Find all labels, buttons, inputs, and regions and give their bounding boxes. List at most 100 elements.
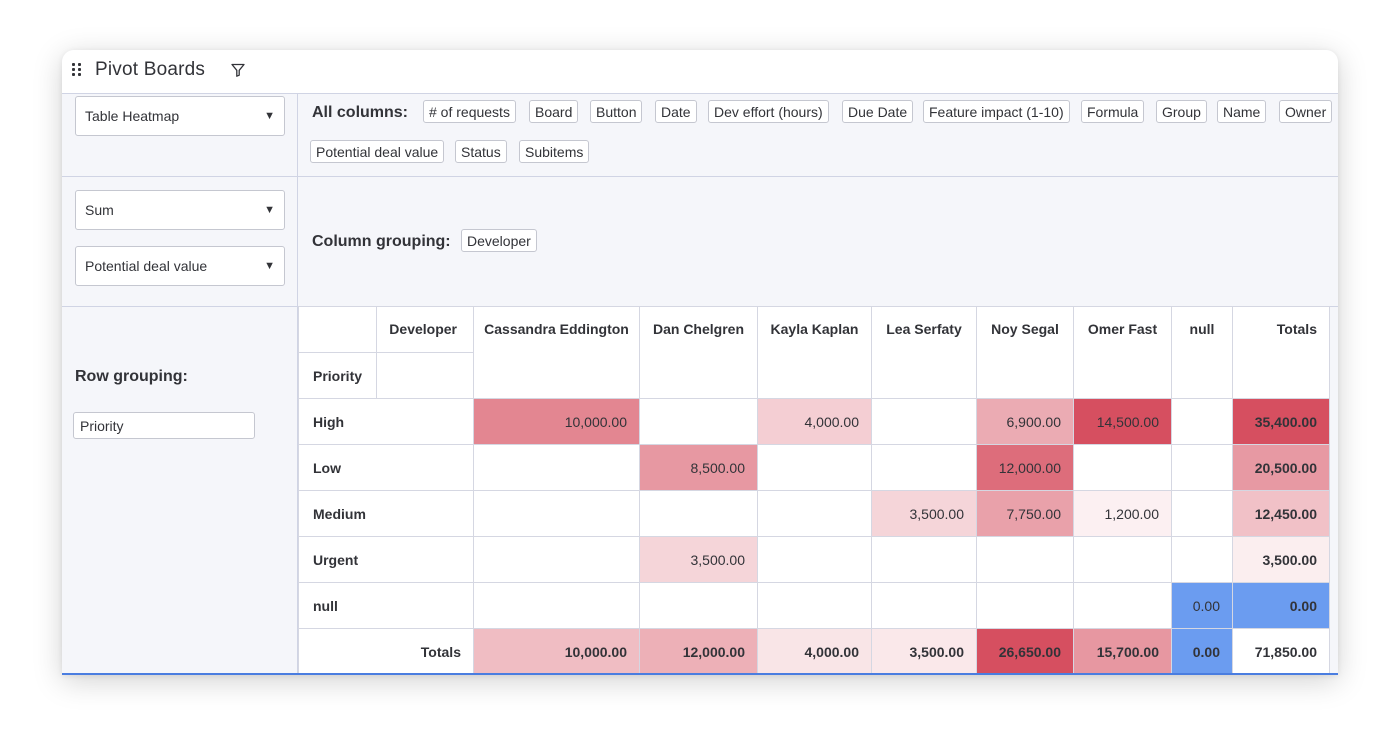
pivot-cell [1171,490,1233,537]
attr-tag[interactable]: Button [590,100,643,123]
aggregator-select[interactable]: Sum ▼ [75,190,285,230]
attr-tag[interactable]: Dev effort (hours) [708,100,829,123]
pivot-cell: 12,000.00 [976,444,1074,491]
pivot-row-total: 3,500.00 [1232,536,1330,583]
pivot-cell [871,582,977,629]
table-row: null 0.00 0.00 [298,582,1330,629]
pivot-col-header: Kayla Kaplan [757,306,872,399]
value-field-select-value: Potential deal value [85,258,208,274]
pivot-col-total: 4,000.00 [757,628,872,673]
pivot-cell [976,582,1074,629]
pivot-cell [1171,444,1233,491]
pivot-table: Developer Cassandra Eddington Dan Chelgren… [298,306,1330,673]
attr-tag[interactable]: Date [655,100,697,123]
column-grouping-label: Column grouping: [312,233,451,250]
pivot-cell [757,536,872,583]
pivot-col-total: 0.00 [1171,628,1233,673]
chevron-down-icon: ▼ [264,204,275,216]
pivot-cell: 3,500.00 [639,536,758,583]
pivot-empty-header [376,352,474,399]
pivot-totals-header: Totals [1232,306,1330,399]
attr-tag[interactable]: Owner [1279,100,1333,123]
row-attr-priority[interactable]: Priority [80,418,124,434]
pivot-col-header: Dan Chelgren [639,306,758,399]
pivot-col-header: Lea Serfaty [871,306,977,399]
all-columns-label: All columns: [312,104,409,121]
renderer-select-value: Table Heatmap [85,108,180,124]
pivot-row-label: null [298,582,474,629]
pivot-row-total: 35,400.00 [1232,398,1330,445]
pivot-col-total: 12,000.00 [639,628,758,673]
attr-tag[interactable]: Status [455,140,507,163]
pivot-cell: 3,500.00 [871,490,977,537]
pivot-boards-widget: Pivot Boards Table Heatmap ▼ Sum ▼ Poten… [62,50,1338,675]
divider [62,176,298,177]
row-grouping-label: Row grouping: [75,368,188,385]
pivot-cell: 0.00 [1171,582,1233,629]
pivot-col-attr-label: Developer [376,306,474,353]
table-row: Medium 3,500.00 7,750.00 1,200.00 12,450.00 [298,490,1330,537]
aggregator-select-value: Sum [85,202,114,218]
attr-tag[interactable]: Group [1156,100,1207,123]
pivot-cell: 8,500.00 [639,444,758,491]
attr-tag[interactable]: Formula [1081,100,1145,123]
attr-tag[interactable]: Potential deal value [310,140,445,163]
chevron-down-icon: ▼ [264,110,275,122]
pivot-cell: 6,900.00 [976,398,1074,445]
pivot-row-total: 12,450.00 [1232,490,1330,537]
pivot-col-total: 3,500.00 [871,628,977,673]
pivot-col-header: Cassandra Eddington [473,306,640,399]
col-attr-developer[interactable]: Developer [461,229,537,252]
pivot-cell [1073,536,1172,583]
pivot-cell: 14,500.00 [1073,398,1172,445]
widget-title: Pivot Boards [95,59,206,80]
pivot-col-total: 15,700.00 [1073,628,1172,673]
table-row: High 10,000.00 4,000.00 6,900.00 14,500.00 35… [298,398,1330,445]
pivot-cell [639,490,758,537]
value-field-select[interactable]: Potential deal value ▼ [75,246,285,286]
attr-tag[interactable]: Name [1217,100,1267,123]
left-panel: Table Heatmap ▼ Sum ▼ Potential deal val… [62,94,298,673]
pivot-col-header: Omer Fast [1073,306,1172,399]
pivot-cell [871,536,977,583]
pivot-cell [757,582,872,629]
pivot-totals-row-label: Totals [298,628,474,673]
row-grouping-dropzone[interactable]: Priority [73,412,255,439]
pivot-cell [1073,582,1172,629]
chevron-down-icon: ▼ [264,260,275,272]
pivot-cell [473,444,640,491]
drag-handle-icon[interactable] [72,63,82,77]
pivot-cell [639,582,758,629]
attr-tag[interactable]: Due Date [842,100,914,123]
attr-tag[interactable]: Board [529,100,579,123]
table-row: Urgent 3,500.00 3,500.00 [298,536,1330,583]
pivot-cell: 1,200.00 [1073,490,1172,537]
pivot-cell [1171,398,1233,445]
renderer-select[interactable]: Table Heatmap ▼ [75,96,285,136]
divider [62,306,298,307]
widget-header: Pivot Boards [62,50,1338,94]
pivot-cell [639,398,758,445]
pivot-row-total: 0.00 [1232,582,1330,629]
attr-tag[interactable]: # of requests [423,100,516,123]
pivot-cell [976,536,1074,583]
divider [298,176,1338,177]
pivot-cell [473,490,640,537]
attr-tag[interactable]: Subitems [519,140,590,163]
pivot-col-header: null [1171,306,1233,399]
table-row: Low 8,500.00 12,000.00 20,500.00 [298,444,1330,491]
pivot-row-label: Urgent [298,536,474,583]
pivot-col-header: Noy Segal [976,306,1074,399]
pivot-cell [757,444,872,491]
pivot-grand-total: 71,850.00 [1232,628,1330,673]
pivot-cell: 10,000.00 [473,398,640,445]
pivot-row-label: High [298,398,474,445]
pivot-cell: 4,000.00 [757,398,872,445]
pivot-row-total: 20,500.00 [1232,444,1330,491]
pivot-col-total: 10,000.00 [473,628,640,673]
pivot-row-attr-label: Priority [298,352,377,399]
pivot-row-label: Medium [298,490,474,537]
attr-tag[interactable]: Feature impact (1-10) [923,100,1070,123]
pivot-cell [1171,536,1233,583]
filter-icon[interactable] [230,62,246,78]
